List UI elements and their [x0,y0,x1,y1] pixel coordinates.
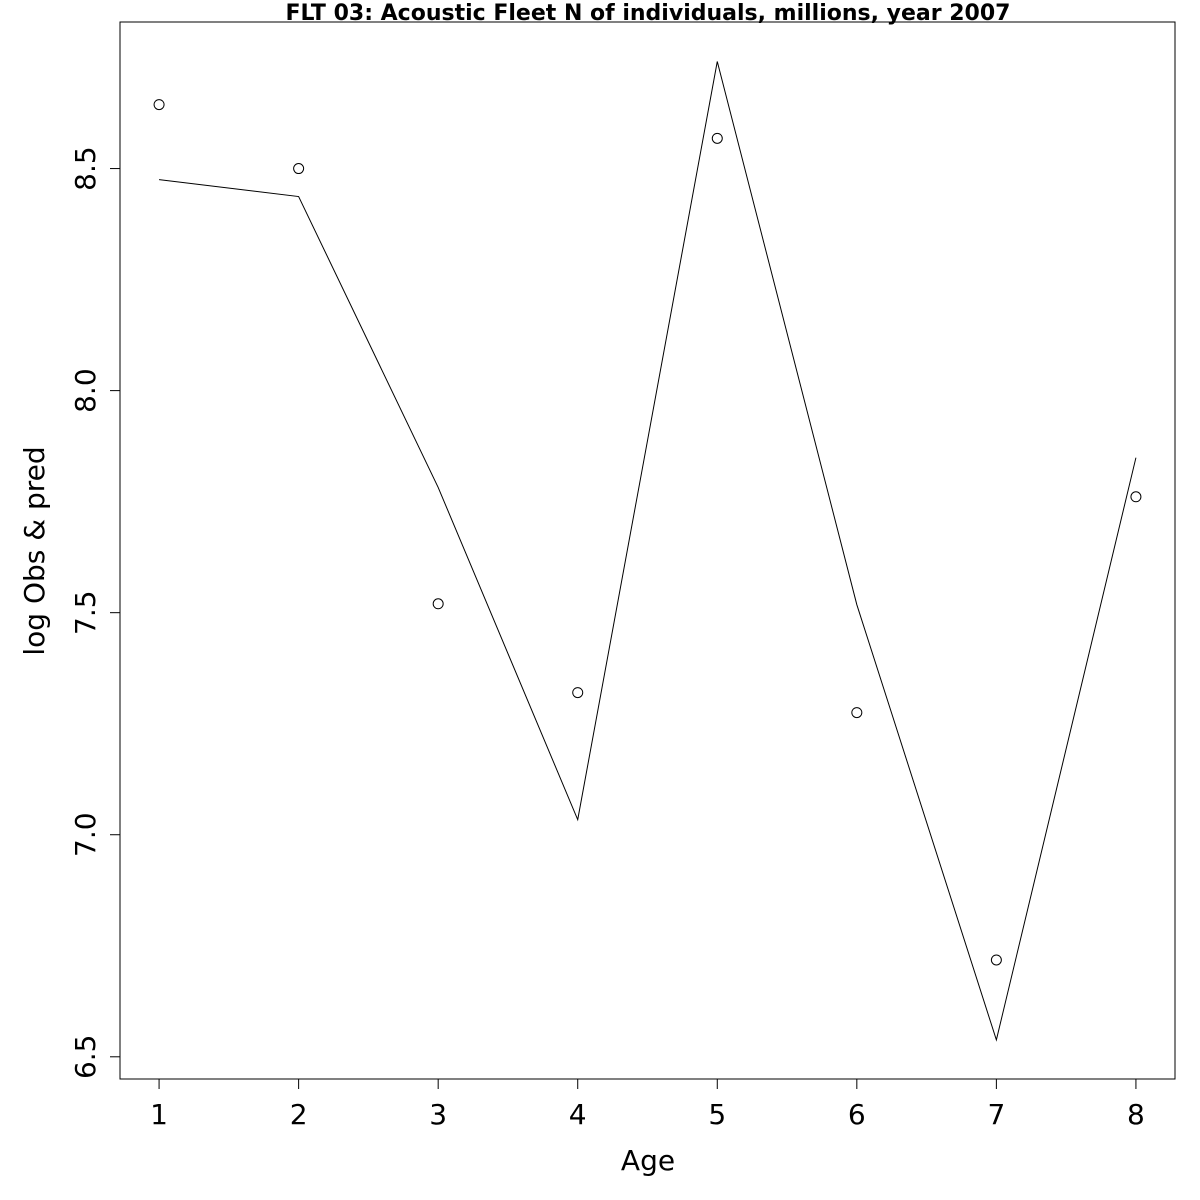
x-tick-label: 2 [290,1098,308,1131]
observed-point [432,598,444,610]
y-tick-label: 7.0 [69,812,102,857]
y-tick-label: 6.5 [69,1035,102,1080]
y-axis: 6.5 7.0 7.5 8.0 8.5 [69,146,121,1080]
y-tick-label: 8.0 [69,368,102,413]
x-tick-label: 4 [569,1098,587,1131]
y-tick-label: 7.5 [69,590,102,635]
x-tick-label: 8 [1127,1098,1145,1131]
observed-point [1130,491,1142,503]
observed-point [851,707,863,719]
observed-point [293,163,305,175]
y-tick-label: 8.5 [69,146,102,191]
x-tick-label: 5 [708,1098,726,1131]
observed-point [990,954,1002,966]
plot-frame [119,21,1176,1080]
y-axis-label: log Obs & pred [18,446,51,655]
observed-point [572,687,584,699]
x-tick-label: 1 [150,1098,168,1131]
x-tick-label: 7 [987,1098,1005,1131]
plot-marks [153,61,1142,1042]
x-tick-label: 3 [429,1098,447,1131]
observed-point [153,99,165,111]
x-tick-label: 6 [848,1098,866,1131]
predicted-line [159,61,1137,1042]
observed-point [711,132,723,144]
x-axis-label: Age [621,1144,675,1177]
x-axis: 1 2 3 4 5 6 7 8 [150,1078,1145,1131]
